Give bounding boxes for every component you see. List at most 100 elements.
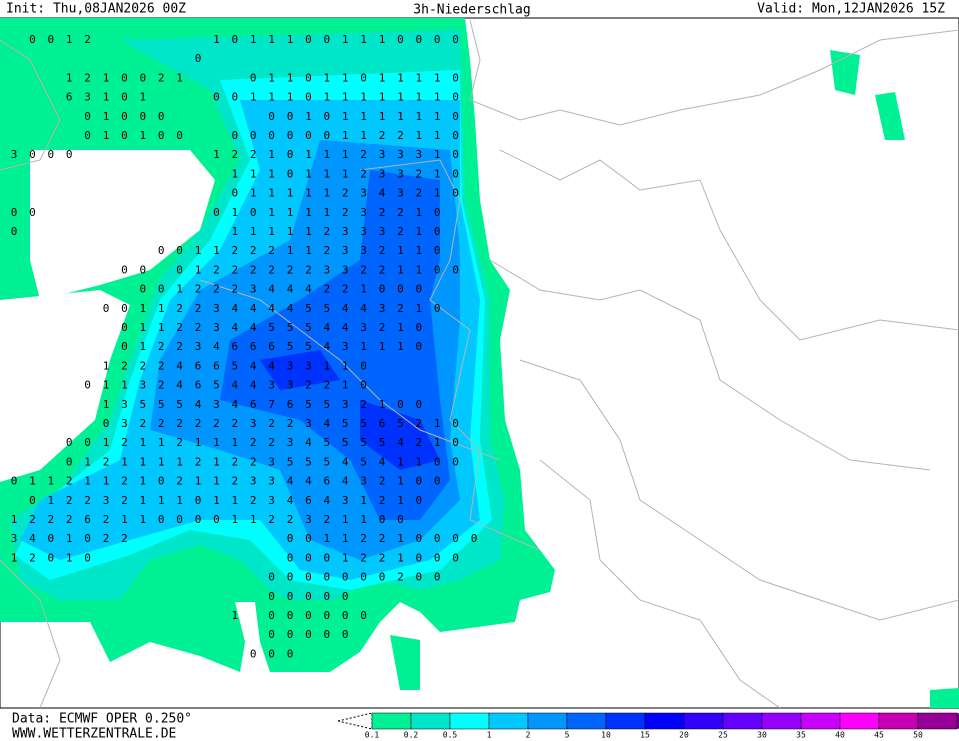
grid-value: 1 <box>268 91 275 104</box>
grid-value: 1 <box>342 551 349 564</box>
grid-value: 4 <box>231 379 238 392</box>
grid-value: 2 <box>176 321 183 334</box>
grid-value: 6 <box>250 398 257 411</box>
grid-value: 1 <box>158 436 165 449</box>
grid-value: 2 <box>360 532 367 545</box>
grid-value: 1 <box>268 206 275 219</box>
grid-value: 2 <box>415 167 422 180</box>
legend-swatch <box>449 712 490 730</box>
grid-value: 0 <box>287 609 294 622</box>
grid-value: 1 <box>342 71 349 84</box>
grid-value: 4 <box>176 359 183 372</box>
grid-value: 0 <box>121 263 128 276</box>
grid-value: 1 <box>268 33 275 46</box>
grid-value: 2 <box>287 513 294 526</box>
grid-value: 0 <box>360 359 367 372</box>
grid-value: 3 <box>195 340 202 353</box>
grid-value: 2 <box>176 340 183 353</box>
grid-value: 1 <box>360 91 367 104</box>
grid-value: 0 <box>287 551 294 564</box>
grid-value: 0 <box>121 91 128 104</box>
grid-value: 2 <box>250 494 257 507</box>
grid-value: 1 <box>287 33 294 46</box>
grid-value: 4 <box>360 302 367 315</box>
grid-value: 1 <box>139 129 146 142</box>
grid-value: 0 <box>415 321 422 334</box>
grid-value: 2 <box>268 417 275 430</box>
grid-value: 5 <box>323 455 330 468</box>
grid-value: 0 <box>305 628 312 641</box>
grid-value: 0 <box>29 494 36 507</box>
grid-value: 0 <box>305 129 312 142</box>
grid-value: 4 <box>268 302 275 315</box>
grid-value: 0 <box>250 129 257 142</box>
grid-value: 1 <box>176 283 183 296</box>
grid-value: 1 <box>379 110 386 123</box>
grid-value: 3 <box>360 244 367 257</box>
grid-value: 0 <box>231 91 238 104</box>
grid-value: 3 <box>121 398 128 411</box>
grid-value: 1 <box>213 475 220 488</box>
grid-value: 1 <box>415 71 422 84</box>
data-source: Data: ECMWF OPER 0.250° <box>12 712 192 727</box>
grid-value: 2 <box>121 494 128 507</box>
grid-value: 0 <box>305 91 312 104</box>
grid-value: 0 <box>158 283 165 296</box>
grid-value: 2 <box>66 475 73 488</box>
grid-value: 5 <box>287 321 294 334</box>
grid-value: 0 <box>268 129 275 142</box>
grid-value: 0 <box>434 475 441 488</box>
grid-value: 0 <box>84 110 91 123</box>
grid-value: 2 <box>139 359 146 372</box>
grid-value: 0 <box>360 379 367 392</box>
grid-value: 2 <box>66 494 73 507</box>
grid-value: 2 <box>415 436 422 449</box>
grid-value: 4 <box>323 417 330 430</box>
grid-value: 1 <box>323 71 330 84</box>
grid-value: 1 <box>84 475 91 488</box>
grid-value: 5 <box>139 398 146 411</box>
precip-field <box>0 18 959 708</box>
grid-value: 3 <box>268 494 275 507</box>
grid-value: 0 <box>195 52 202 65</box>
grid-value: 1 <box>415 110 422 123</box>
grid-value: 0 <box>415 283 422 296</box>
grid-value: 4 <box>342 455 349 468</box>
grid-value: 0 <box>121 129 128 142</box>
grid-value: 0 <box>103 302 110 315</box>
grid-value: 1 <box>231 494 238 507</box>
grid-value: 4 <box>342 321 349 334</box>
grid-value: 0 <box>452 436 459 449</box>
grid-value: 0 <box>268 647 275 660</box>
grid-value: 0 <box>121 302 128 315</box>
grid-value: 0 <box>415 33 422 46</box>
grid-value: 0 <box>434 206 441 219</box>
grid-value: 3 <box>379 302 386 315</box>
grid-value: 1 <box>213 436 220 449</box>
grid-value: 1 <box>397 263 404 276</box>
legend-label: 25 <box>718 731 728 740</box>
grid-value: 2 <box>213 417 220 430</box>
grid-value: 2 <box>397 302 404 315</box>
grid-value: 1 <box>158 455 165 468</box>
grid-value: 3 <box>121 417 128 430</box>
grid-value: 1 <box>397 321 404 334</box>
grid-value: 1 <box>305 110 312 123</box>
grid-value: 1 <box>231 225 238 238</box>
grid-value: 1 <box>158 302 165 315</box>
grid-value: 0 <box>84 129 91 142</box>
grid-value: 0 <box>305 71 312 84</box>
grid-value: 2 <box>231 244 238 257</box>
grid-value: 3 <box>287 359 294 372</box>
grid-value: 0 <box>139 263 146 276</box>
grid-value: 0 <box>342 628 349 641</box>
grid-value: 1 <box>342 91 349 104</box>
grid-value: 2 <box>323 244 330 257</box>
grid-value: 0 <box>452 148 459 161</box>
grid-value: 1 <box>287 187 294 200</box>
grid-value: 3 <box>379 148 386 161</box>
grid-value: 0 <box>452 110 459 123</box>
grid-value: 1 <box>103 129 110 142</box>
grid-value: 4 <box>287 475 294 488</box>
grid-value: 4 <box>176 379 183 392</box>
